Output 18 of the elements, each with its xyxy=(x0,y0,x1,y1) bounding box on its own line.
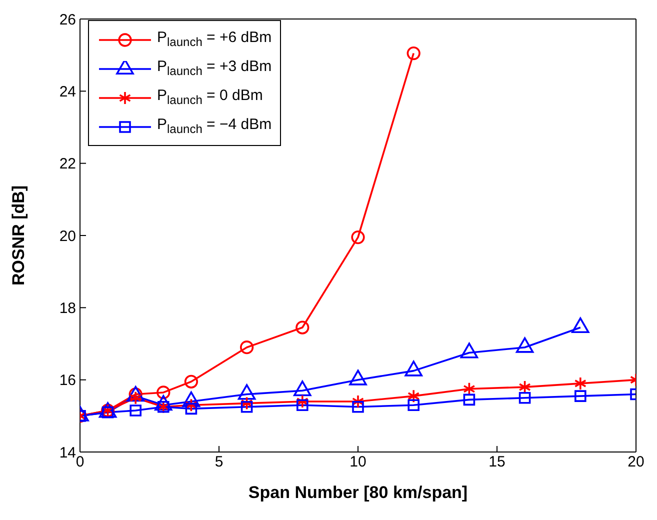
x-axis-title: Span Number [80 km/span] xyxy=(248,483,468,502)
y-tick-label: 14 xyxy=(59,444,76,462)
x-tick-label: 20 xyxy=(628,454,644,471)
y-tick-label: 22 xyxy=(59,156,76,173)
legend-label: P$_{launch}$ = +3 dBm xyxy=(157,58,272,79)
y-tick-label: 26 xyxy=(59,11,76,28)
y-tick-label: 20 xyxy=(59,228,76,245)
y-tick-label: 18 xyxy=(59,300,76,317)
y-tick-label: 24 xyxy=(59,83,76,100)
x-tick-label: 15 xyxy=(488,454,506,471)
y-axis-title: ROSNR [dB] xyxy=(9,185,28,286)
x-tick-label: 10 xyxy=(350,454,366,471)
legend-label: P$_{launch}$ = +6 dBm xyxy=(157,29,272,50)
legend-label: P$_{launch}$ = −4 dBm xyxy=(157,116,272,137)
y-tick-label: 16 xyxy=(59,372,76,390)
legend-label: P$_{launch}$ = 0 dBm xyxy=(157,87,263,108)
x-tick-label: 0 xyxy=(76,454,84,471)
x-tick-label: 5 xyxy=(214,454,224,471)
